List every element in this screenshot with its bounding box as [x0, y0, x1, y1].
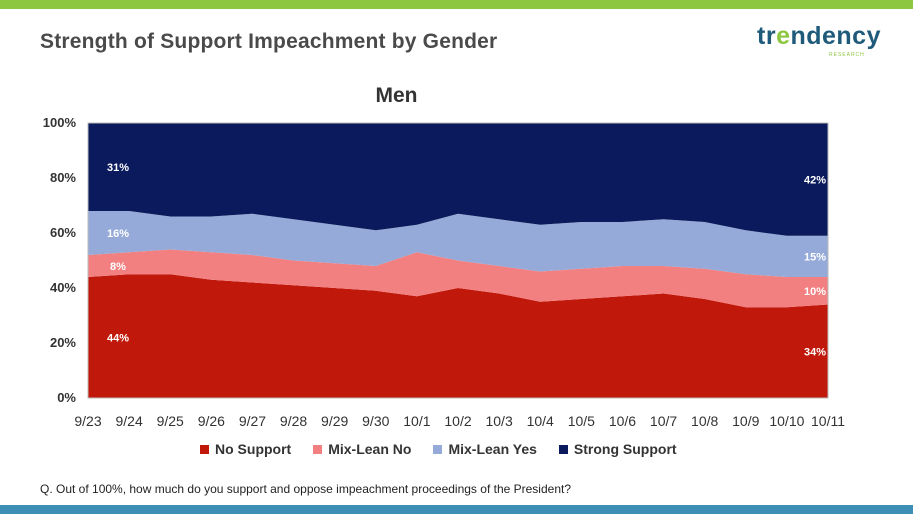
x-tick-label: 9/24	[115, 413, 142, 429]
plot-frame	[87, 122, 829, 399]
x-tick-label: 10/10	[769, 413, 804, 429]
x-tick-label: 9/23	[74, 413, 101, 429]
legend-swatch	[313, 444, 323, 454]
x-tick-label: 9/27	[239, 413, 266, 429]
logo-accent-letter: e	[776, 22, 791, 50]
x-tick-label: 9/25	[157, 413, 184, 429]
legend-swatch	[433, 444, 443, 454]
legend-item-no-support: No Support	[200, 441, 291, 457]
x-tick-label: 10/2	[444, 413, 471, 429]
data-label: 10%	[804, 286, 826, 298]
y-tick-label: 40%	[50, 280, 76, 295]
data-label: 44%	[107, 333, 129, 345]
x-tick-label: 9/30	[362, 413, 389, 429]
brand-logo: trendency RESEARCH	[757, 22, 887, 62]
legend-item-strong-support: Strong Support	[558, 441, 677, 457]
slide-title: Strength of Support Impeachment by Gende…	[40, 30, 498, 53]
x-tick-label: 10/8	[691, 413, 718, 429]
bottom-accent-bar	[0, 505, 913, 514]
x-tick-label: 10/1	[403, 413, 430, 429]
legend-item-mix-lean-no: Mix-Lean No	[313, 441, 411, 457]
logo-subtext: RESEARCH	[829, 52, 865, 58]
legend-swatch	[558, 444, 568, 454]
chart-title-wrap: Men	[0, 84, 913, 108]
top-accent-bar	[0, 0, 913, 9]
legend-label: Mix-Lean Yes	[448, 441, 537, 457]
data-label: 31%	[107, 162, 129, 174]
survey-question: Q. Out of 100%, how much do you support …	[40, 482, 571, 496]
y-tick-label: 20%	[50, 335, 76, 350]
x-tick-label: 10/4	[527, 413, 554, 429]
chart-legend: No Support Mix-Lean No Mix-Lean Yes Strong …	[200, 441, 677, 457]
y-tick-label: 100%	[43, 115, 77, 130]
data-label: 8%	[110, 261, 126, 273]
x-tick-label: 10/11	[811, 413, 845, 429]
y-tick-label: 60%	[50, 225, 76, 240]
data-label: 42%	[804, 174, 826, 186]
x-tick-label: 10/3	[485, 413, 512, 429]
x-tick-label: 9/28	[280, 413, 307, 429]
area-strong-support	[88, 123, 828, 236]
x-tick-label: 10/7	[650, 413, 677, 429]
legend-label: Strong Support	[573, 441, 677, 457]
data-label: 34%	[804, 346, 826, 358]
stacked-area-chart: 0% 20% 40% 60% 80% 100% 9/23 9/24 9/25 9/26 9/27 9/…	[43, 115, 845, 429]
logo-text: trendency	[757, 22, 881, 50]
legend-swatch	[200, 444, 209, 454]
legend-item-mix-lean-yes: Mix-Lean Yes	[433, 441, 537, 457]
x-tick-label: 10/5	[568, 413, 595, 429]
legend-label: No Support	[215, 441, 292, 457]
legend-label: Mix-Lean No	[328, 441, 412, 457]
x-tick-label: 10/9	[732, 413, 759, 429]
data-label: 15%	[804, 251, 826, 263]
x-tick-label: 9/29	[321, 413, 348, 429]
area-mix-lean-no	[88, 249, 828, 308]
data-label: 16%	[107, 228, 129, 240]
area-mix-lean-yes	[88, 211, 828, 277]
y-tick-label: 0%	[57, 390, 76, 405]
area-no-support	[88, 274, 828, 398]
y-tick-label: 80%	[50, 170, 76, 185]
chart-title: Men	[375, 84, 418, 107]
x-tick-label: 9/26	[198, 413, 225, 429]
x-tick-label: 10/6	[609, 413, 636, 429]
